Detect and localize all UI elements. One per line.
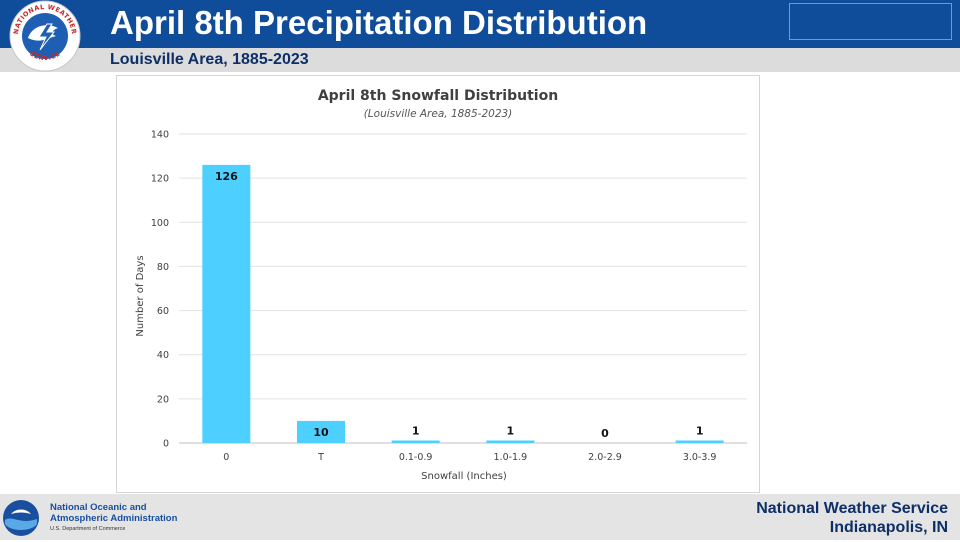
- subtitle-bar: Louisville Area, 1885-2023: [0, 48, 960, 72]
- header-bar: April 8th Precipitation Distribution: [0, 0, 960, 48]
- data-label: 10: [313, 426, 329, 439]
- bar: [391, 440, 440, 443]
- x-tick-label: 2.0-2.9: [588, 452, 622, 463]
- header-box: [789, 3, 952, 40]
- chart-frame: April 8th Snowfall Distribution (Louisvi…: [116, 75, 760, 493]
- y-tick-label: 140: [151, 130, 169, 141]
- nws-office: National Weather Service Indianapolis, I…: [756, 499, 948, 537]
- page-subtitle: Louisville Area, 1885-2023: [110, 51, 309, 68]
- bar: [675, 440, 724, 443]
- y-axis-ticks: 0 20 40 60 80 100 120 140: [151, 130, 169, 450]
- noaa-logo-icon: [2, 499, 40, 537]
- x-tick-label: T: [317, 452, 324, 463]
- svg-text:SERVICE: SERVICE: [28, 50, 62, 63]
- x-tick-label: 1.0-1.9: [494, 452, 528, 463]
- data-label: 0: [601, 427, 609, 440]
- gridlines: [179, 133, 747, 444]
- y-tick-label: 20: [157, 394, 169, 405]
- noaa-line-2: Atmospheric Administration: [50, 513, 178, 524]
- page-title: April 8th Precipitation Distribution: [110, 4, 648, 41]
- y-tick-label: 60: [157, 306, 169, 317]
- bars: [202, 164, 724, 443]
- footer-bar: National Oceanic and Atmospheric Adminis…: [0, 494, 960, 540]
- data-label: 1: [696, 425, 704, 438]
- y-axis-label: Number of Days: [135, 255, 146, 336]
- x-tick-label: 0: [223, 452, 229, 463]
- x-tick-label: 3.0-3.9: [683, 452, 717, 463]
- data-label: 126: [215, 170, 238, 183]
- y-tick-label: 0: [163, 439, 169, 450]
- noaa-name: National Oceanic and Atmospheric Adminis…: [50, 502, 177, 524]
- noaa-department: U.S. Department of Commerce: [50, 526, 126, 532]
- x-axis-label: Snowfall (Inches): [421, 471, 507, 482]
- bar: [486, 440, 535, 443]
- y-tick-label: 80: [157, 262, 169, 273]
- bar: [297, 420, 345, 443]
- nws-line-1: National Weather Service: [756, 500, 948, 517]
- x-axis-ticks: 0 T 0.1-0.9 1.0-1.9 2.0-2.9 3.0-3.9: [223, 452, 716, 463]
- chart-title: April 8th Snowfall Distribution: [318, 88, 558, 104]
- x-tick-label: 0.1-0.9: [399, 452, 433, 463]
- bar: [202, 164, 251, 443]
- noaa-line-1: National Oceanic and: [50, 502, 147, 513]
- y-tick-label: 40: [157, 350, 169, 361]
- data-label: 1: [507, 425, 515, 438]
- data-label: 1: [412, 425, 420, 438]
- nws-logo-icon: NATIONAL WEATHER SERVICE: [6, 0, 84, 72]
- nws-line-2: Indianapolis, IN: [829, 519, 948, 536]
- bar-chart: April 8th Snowfall Distribution (Louisvi…: [135, 88, 747, 482]
- y-tick-label: 120: [151, 174, 169, 185]
- chart-subtitle: (Louisville Area, 1885-2023): [364, 108, 513, 120]
- y-tick-label: 100: [151, 218, 169, 229]
